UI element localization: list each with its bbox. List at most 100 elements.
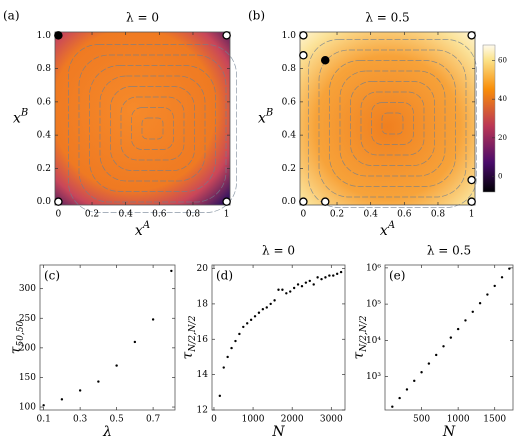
y-axis-label-sub: N/2,N/2 bbox=[188, 315, 198, 352]
point bbox=[222, 366, 225, 369]
point bbox=[442, 345, 445, 348]
point bbox=[226, 355, 229, 359]
y-tick-label: 0.8 bbox=[282, 64, 297, 74]
point bbox=[449, 336, 453, 339]
point bbox=[493, 284, 496, 288]
y-axis-label-sup: B bbox=[20, 107, 28, 118]
colorbar bbox=[482, 44, 496, 193]
y-tick-label: 10⁴ bbox=[366, 336, 381, 346]
y-tick-label: 250 bbox=[19, 314, 36, 324]
point bbox=[133, 340, 137, 344]
streamline bbox=[141, 117, 164, 140]
unstable-point bbox=[467, 31, 476, 40]
y-tick-label: 10⁵ bbox=[366, 300, 381, 310]
point bbox=[335, 272, 339, 276]
point bbox=[289, 290, 292, 293]
x-tick-label: 0.3 bbox=[73, 415, 88, 425]
point bbox=[269, 302, 272, 306]
y-tick-label: 0.2 bbox=[37, 164, 51, 174]
point bbox=[324, 276, 327, 279]
y-tick-label: 0.8 bbox=[37, 64, 52, 74]
point bbox=[427, 362, 431, 365]
streamline bbox=[99, 75, 206, 182]
point bbox=[170, 269, 173, 273]
frame bbox=[384, 264, 514, 411]
colorbar-tick-label: 0 bbox=[498, 173, 502, 181]
y-tick-label: 150 bbox=[19, 373, 36, 383]
heatmap bbox=[55, 32, 230, 205]
point bbox=[265, 306, 268, 309]
streamline bbox=[68, 44, 237, 213]
point bbox=[97, 380, 100, 383]
y-tick-label: 14 bbox=[197, 370, 209, 380]
panel-label: (c) bbox=[44, 269, 60, 283]
y-tick-label: 10⁶ bbox=[366, 263, 381, 273]
plot-area bbox=[40, 265, 175, 410]
plot-area bbox=[385, 265, 513, 410]
streamlines bbox=[308, 39, 477, 208]
point bbox=[391, 405, 394, 408]
streamline bbox=[371, 102, 414, 145]
panel-title: λ = 0.5 bbox=[427, 244, 471, 258]
x-axis-label-base: x bbox=[380, 223, 388, 239]
point bbox=[285, 292, 288, 295]
point bbox=[300, 285, 304, 288]
point bbox=[478, 302, 482, 305]
streamline bbox=[131, 107, 174, 150]
unstable-point bbox=[54, 197, 63, 206]
panel-label: (d) bbox=[216, 269, 233, 283]
y-axis-label-base: x bbox=[258, 111, 266, 127]
panel-label: (a) bbox=[3, 9, 20, 23]
streamline bbox=[308, 39, 477, 208]
point bbox=[304, 281, 308, 284]
unstable-point bbox=[299, 197, 308, 206]
x-tick-label: 1 bbox=[224, 210, 230, 220]
x-tick-label: 0.1 bbox=[36, 415, 50, 425]
point bbox=[115, 364, 118, 367]
point bbox=[312, 283, 315, 286]
streamline bbox=[329, 60, 456, 187]
x-tick-label: 0.7 bbox=[146, 415, 161, 425]
point bbox=[405, 388, 409, 391]
y-axis-label: τ50,50 bbox=[8, 320, 26, 354]
stable-point bbox=[320, 56, 330, 65]
point bbox=[238, 332, 241, 336]
x-axis-label: N bbox=[271, 424, 285, 440]
panel-title: λ = 0 bbox=[262, 244, 295, 258]
panel-label: (e) bbox=[389, 269, 405, 283]
x-axis-label: λ bbox=[102, 424, 112, 440]
point bbox=[420, 371, 423, 374]
y-axis-label-base: τ bbox=[180, 351, 196, 359]
y-axis-label: τN/2,N/2 bbox=[351, 315, 369, 359]
point bbox=[151, 318, 155, 321]
stable-point bbox=[54, 31, 63, 40]
unstable-point bbox=[222, 197, 231, 206]
frame bbox=[211, 264, 346, 411]
streamline bbox=[89, 65, 216, 192]
point bbox=[249, 318, 253, 322]
frame bbox=[39, 264, 176, 411]
y-tick-label: 18 bbox=[197, 299, 209, 309]
point bbox=[320, 277, 323, 281]
x-tick-label: 0 bbox=[300, 210, 306, 220]
plot-area bbox=[212, 265, 345, 410]
x-tick-label: 0.4 bbox=[364, 210, 379, 220]
y-tick-label: 0.6 bbox=[37, 97, 52, 107]
y-tick-label: 10³ bbox=[366, 372, 381, 382]
colorbar-tick-label: 20 bbox=[498, 134, 507, 142]
y-axis-label-base: x bbox=[13, 111, 21, 127]
point bbox=[316, 276, 319, 279]
x-tick-label: 0.2 bbox=[85, 210, 99, 220]
unstable-point bbox=[299, 51, 308, 60]
point bbox=[281, 288, 284, 291]
y-axis-label-sup: B bbox=[265, 107, 273, 118]
panel-title: λ = 0.5 bbox=[365, 11, 409, 25]
x-axis-label: xA bbox=[135, 220, 150, 240]
point bbox=[60, 398, 64, 401]
y-tick-label: 1.0 bbox=[37, 31, 52, 41]
y-tick-label: 200 bbox=[19, 343, 36, 353]
x-tick-label: 1000 bbox=[242, 415, 265, 425]
point bbox=[456, 327, 460, 331]
streamline bbox=[110, 86, 195, 171]
x-tick-label: 2000 bbox=[281, 415, 304, 425]
